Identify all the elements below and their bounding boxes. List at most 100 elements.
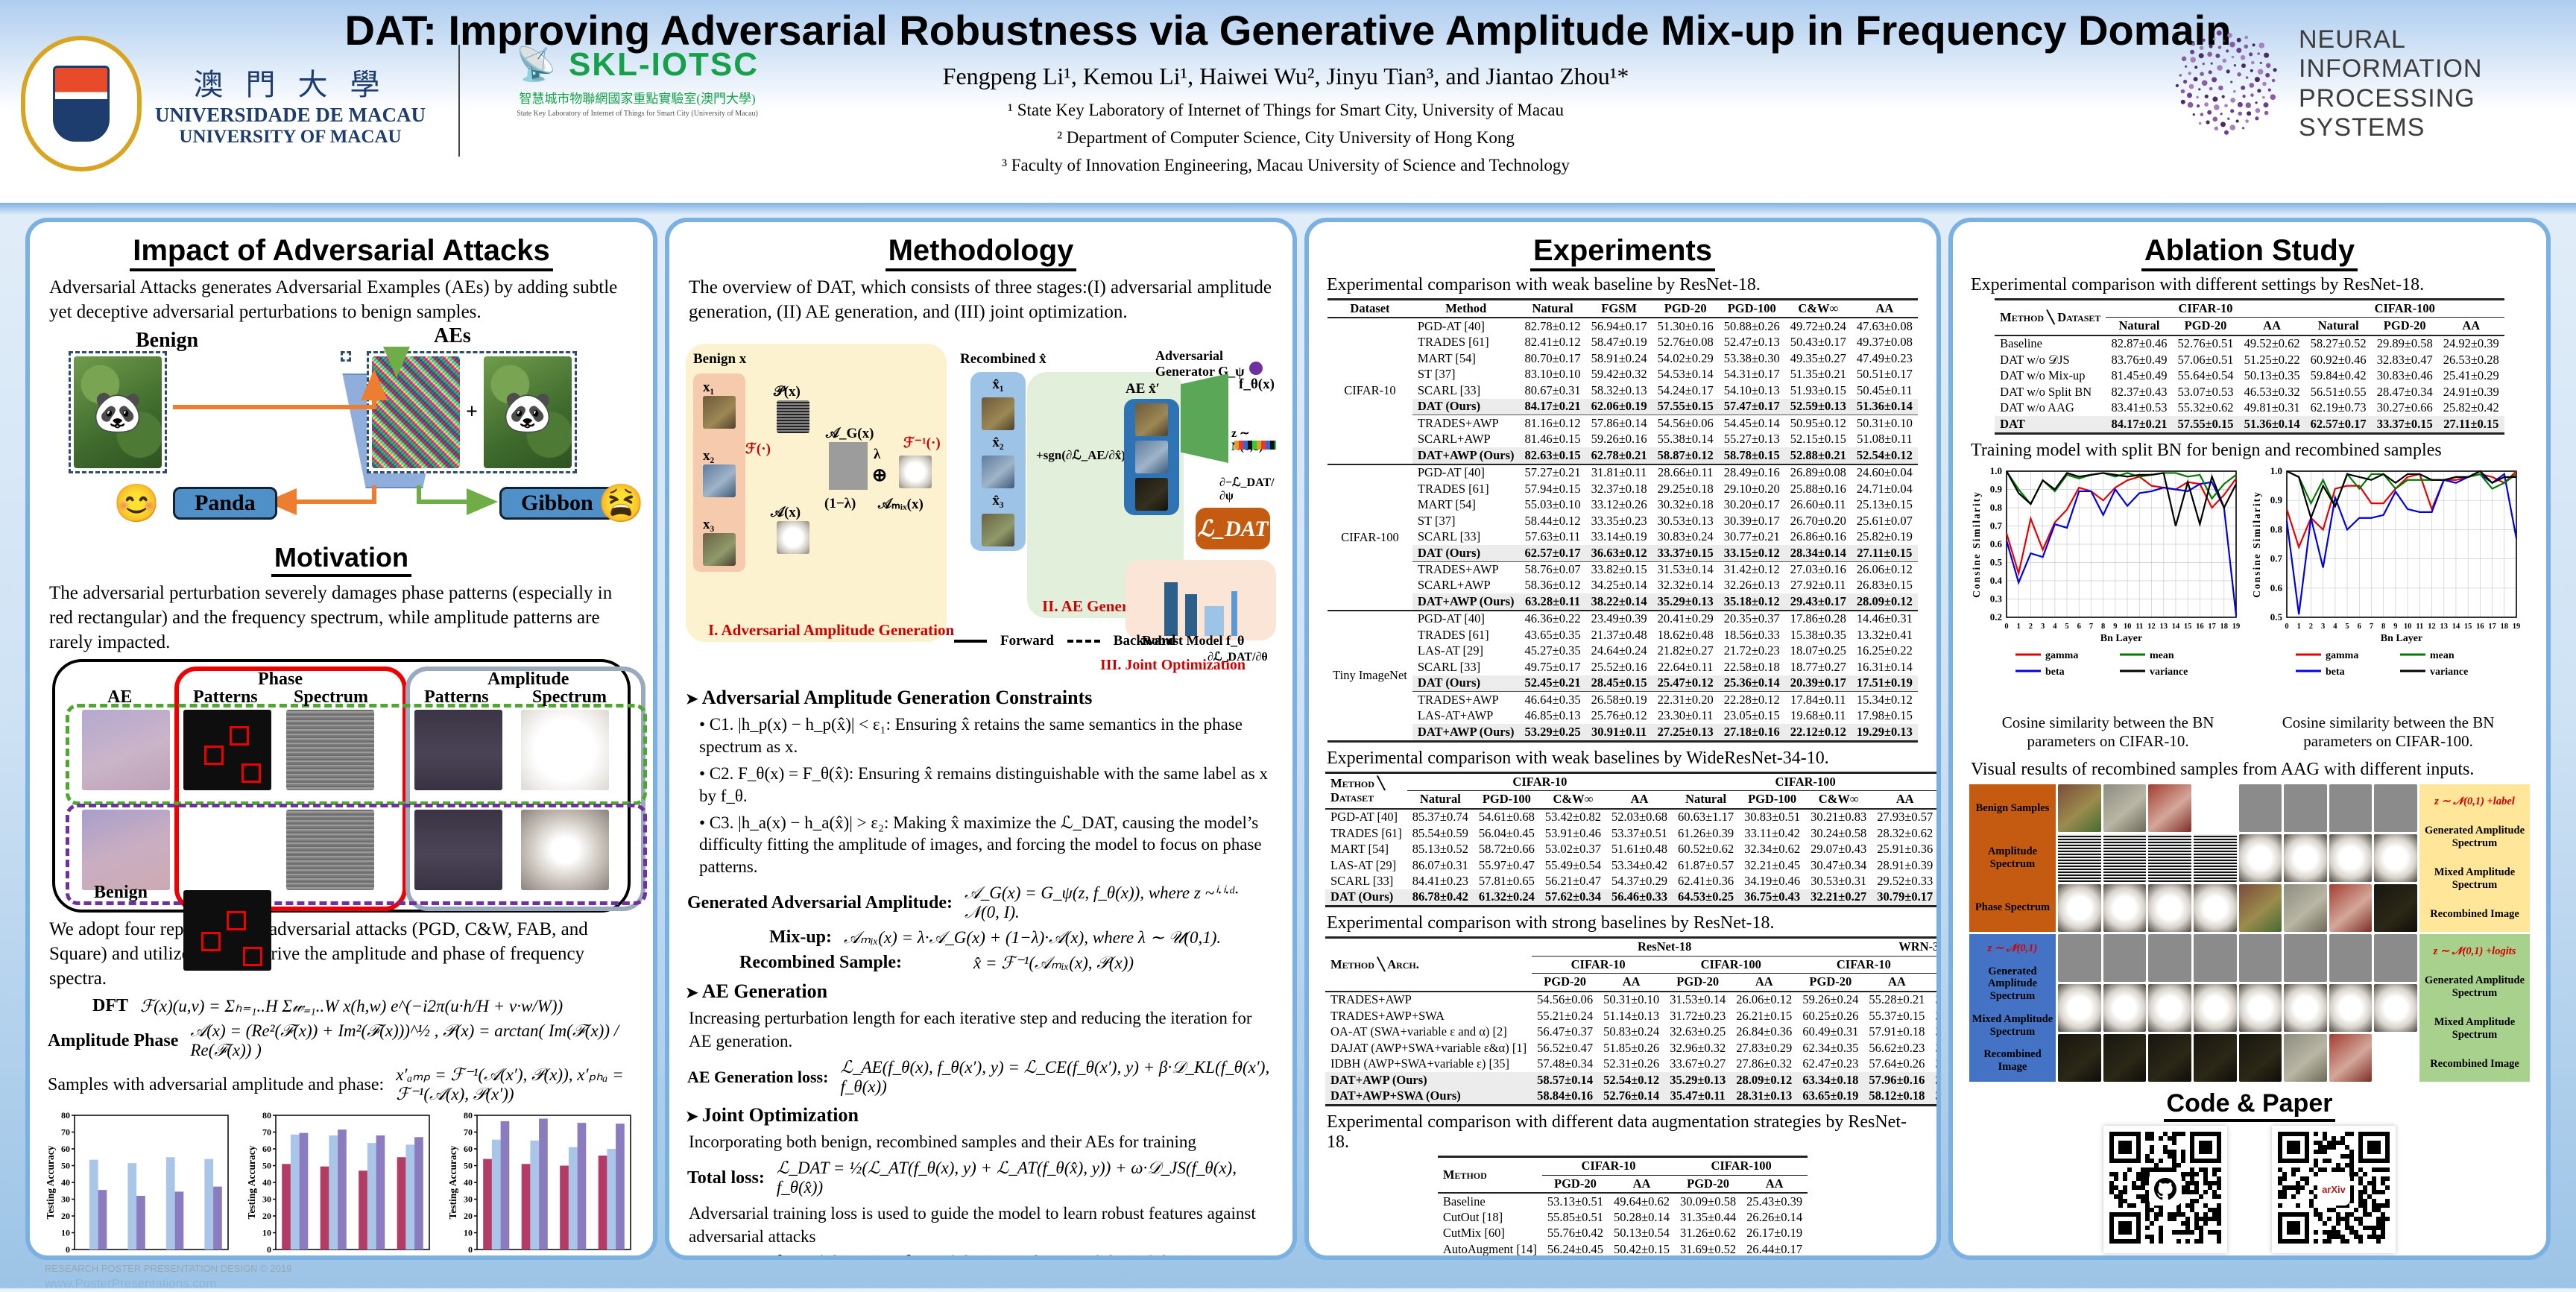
ae2-thumb — [1135, 441, 1168, 473]
table-row: SCARL [33] 49.75±0.17 25.52±0.16 22.64±0.11… — [1417, 659, 1913, 674]
svg-text:19: 19 — [2513, 623, 2521, 631]
sample-thumbnail — [2148, 784, 2191, 832]
visual-results-grid: Benign Samples Amplitude Spectrum Phase Sp… — [1969, 784, 2530, 1082]
line-chart-cifar10: 0.2 0.3 0.4 0.5 0.6 0.7 0.8 0.9 1.0 0 1 2 3 4 5 6 7 8 9 10 1… — [1969, 464, 2247, 708]
table-row: SCARL+AWP 81.46±0.15 59.26±0.16 55.38±0.14 5… — [1417, 432, 1913, 447]
svg-text:Bn Layer: Bn Layer — [2381, 633, 2422, 644]
svg-text:3: 3 — [2041, 623, 2045, 631]
svg-text:20: 20 — [61, 1211, 70, 1221]
svg-text:gamma: gamma — [2045, 650, 2078, 661]
ag-gray-box — [829, 442, 868, 490]
x2-label: x₂ — [703, 448, 715, 464]
benign-row-outline — [66, 804, 647, 905]
qr-arxiv-pattern — [2278, 1131, 2390, 1247]
svg-text:60: 60 — [464, 1144, 473, 1154]
qr-code-arxiv[interactable]: arXiv — [2272, 1125, 2396, 1253]
mixup-equation: 𝒜ₘᵢₓ(x) = λ·𝒜_G(x) + (1−λ)·𝒜(x), where λ… — [844, 927, 1222, 947]
svg-text:2: 2 — [2309, 623, 2313, 631]
svg-text:0: 0 — [267, 1244, 271, 1255]
header-divider-band — [0, 203, 2576, 215]
sample-thumbnail — [2374, 983, 2417, 1032]
table-row: OA-AT (SWA+variable ε and α) [2] 56.47±0.… — [1330, 1024, 1941, 1039]
stage1-label: I. Adversarial Amplitude Generation — [708, 621, 955, 639]
table-row: DAT (Ours) 86.78±0.42 61.32±0.24 57.62±0.34… — [1325, 889, 1936, 907]
svg-text:0.8: 0.8 — [2270, 523, 2283, 535]
svg-text:mean: mean — [2150, 650, 2174, 661]
neurips-dots-icon — [2166, 22, 2288, 145]
svg-text:17: 17 — [2488, 623, 2496, 631]
svg-text:40: 40 — [464, 1177, 473, 1188]
phase-group-label: Phase — [258, 669, 303, 689]
sample-thumbnail — [2058, 933, 2101, 982]
svg-text:Consine Similarity: Consine Similarity — [1971, 491, 1982, 598]
svg-text:60: 60 — [61, 1144, 70, 1154]
table-row: DAT+AWP (Ours) 63.28±0.11 38.22±0.14 35.29±… — [1328, 593, 1918, 611]
legend-forward-backward: Forward Backward — [954, 633, 1175, 649]
svg-text:10: 10 — [2404, 623, 2412, 631]
caption-ablation: Experimental comparison with different s… — [1971, 275, 2425, 294]
phase-outline — [174, 667, 407, 911]
ae-generation-text: Increasing perturbation length for each … — [689, 1009, 1252, 1050]
sample-thumbnail — [2103, 883, 2147, 932]
svg-text:50: 50 — [61, 1161, 70, 1171]
sample-thumbnail — [2238, 933, 2282, 982]
sample-thumbnail — [2329, 883, 2373, 932]
svg-text:0.5: 0.5 — [2270, 611, 2283, 623]
table-row: CIFAR-10 PGD-AT [40] 82.78±0.12 56.94±0.17 5… — [1344, 318, 1913, 398]
table-row: MART [54] 85.13±0.52 58.72±0.66 53.02±0.37 5… — [1330, 842, 1933, 857]
fourier-op-label: ℱ(·) — [745, 441, 771, 457]
panda-image2-icon: 🐼 — [483, 356, 572, 468]
svg-text:0.7: 0.7 — [2270, 552, 2283, 564]
svg-text:15: 15 — [2184, 623, 2192, 631]
benign-phase-spectrum-thumb — [286, 810, 374, 890]
accuracy-bar-charts: 01020304050607080PGD-20C&WFABSquareAdver… — [45, 1109, 637, 1260]
svg-text:10: 10 — [464, 1228, 473, 1238]
svg-text:0.9: 0.9 — [1990, 483, 2003, 494]
one-minus-lambda-label: (1−λ) — [824, 496, 856, 511]
logo-divider — [458, 45, 460, 157]
table-row: Baseline 53.13±0.51 49.64±0.62 30.09±0.58 25… — [1442, 1194, 1803, 1209]
sample-thumbnail — [2194, 784, 2237, 832]
data-table: Method ╲ Dataset CIFAR-10 CIFAR-100 Natural… — [1995, 298, 2504, 435]
benign-phase-patterns-thumb — [183, 890, 271, 971]
ae-strip — [1124, 399, 1179, 515]
poster-title: DAT: Improving Adversarial Robustness vi… — [344, 7, 2232, 54]
splitbn-text: Training model with split BN for benign … — [1971, 440, 2442, 460]
forward-arrow-icon — [954, 640, 987, 643]
sample-thumbnail — [2148, 1033, 2191, 1082]
svg-text:19: 19 — [2232, 623, 2241, 631]
amix-thumb — [899, 456, 932, 488]
qr-code-github[interactable] — [2103, 1125, 2227, 1253]
svg-text:5: 5 — [2065, 623, 2069, 631]
f-theta-dot-icon — [1249, 362, 1263, 375]
benign-thumbs: x₁ x₂ x₃ — [693, 374, 745, 572]
panel-experiments: Experiments Experimental comparison with… — [1304, 218, 1941, 1260]
constraint-c1: • C1. |h_p(x) − h_p(x̂)| < ε₁: Ensuring … — [699, 715, 1243, 756]
lambda-label: λ — [874, 447, 881, 462]
xh3-thumb — [982, 514, 1014, 546]
table-row: TRADES+AWP+SWA 55.21±0.24 51.14±0.13 31.72±… — [1330, 1008, 1941, 1023]
table-row: CIFAR-100 PGD-AT [40] 57.27±0.21 31.81±0.11… — [1328, 463, 1918, 611]
arxiv-icon: arXiv — [2317, 1173, 2350, 1206]
svg-text:80: 80 — [61, 1110, 70, 1121]
vlabel-right-top: z ∼ 𝒩(0,1) +label Generated Amplitude Sp… — [2419, 784, 2530, 932]
svg-text:15: 15 — [2464, 623, 2472, 631]
bar-chart-perturbed: 01020304050607080PGD-20C&WFABSquareAdver… — [447, 1109, 637, 1255]
svg-text:8: 8 — [2381, 623, 2385, 631]
neurips-text-2: PROCESSING SYSTEMS — [2299, 83, 2475, 142]
table-row: PGD-AT [40] 85.37±0.74 54.61±0.68 53.42±0.8… — [1330, 810, 1933, 825]
data-table: Method ╲ Dataset CIFAR-10 CIFAR-100 Natural… — [1325, 771, 1936, 908]
table-row: DAT+AWP (Ours) 58.57±0.14 52.54±0.12 35.29±… — [1325, 1072, 1936, 1088]
svg-text:13: 13 — [2440, 623, 2449, 631]
section-ablation-heading: Ablation Study — [2141, 234, 2358, 271]
robust-model-label: Robust Model f_θ — [1142, 633, 1245, 648]
svg-text:7: 7 — [2089, 623, 2093, 631]
total-loss-label: Total loss: — [687, 1167, 765, 1188]
sample-thumbnail — [2284, 983, 2327, 1032]
affiliations: ¹ State Key Laboratory of Internet of Th… — [522, 97, 2050, 179]
sample-thumbnail — [2238, 883, 2282, 932]
table-row: TRADES+AWP 46.64±0.35 26.58±0.19 22.31±0.20… — [1328, 691, 1918, 708]
gibbon-prediction-pill: Gibbon — [499, 487, 615, 520]
svg-text:0.3: 0.3 — [1990, 593, 2003, 604]
svg-text:C&W: C&W — [121, 1253, 144, 1260]
